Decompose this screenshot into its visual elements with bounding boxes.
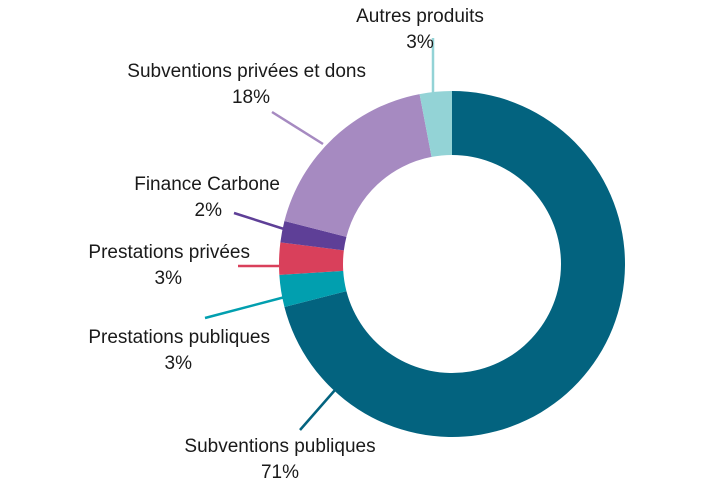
slice-label-value: 3%	[164, 353, 192, 374]
slice-label-name: Subventions privées et dons	[127, 61, 366, 82]
label-subventions-privees: Subventions privées et dons 18%	[60, 59, 366, 111]
slice-prestations-publiques	[279, 270, 347, 308]
label-finance-carbone: Finance Carbone 2%	[80, 172, 280, 224]
slice-autres-produits	[419, 91, 452, 157]
slice-finance-carbone	[280, 220, 347, 251]
slice-label-value: 3%	[406, 32, 434, 53]
leader-line	[233, 211, 285, 231]
label-autres-produits: Autres produits 3%	[330, 4, 510, 56]
leader-line	[204, 295, 286, 320]
donut-slices	[279, 91, 625, 437]
leader-line	[271, 110, 324, 146]
slice-subventions-publiques	[284, 91, 625, 437]
slice-label-name: Subventions publiques	[184, 436, 376, 457]
slice-label-value: 3%	[154, 268, 182, 289]
slice-subventions-privees-et-dons	[284, 94, 432, 237]
slice-label-value: 71%	[260, 462, 300, 483]
slice-label-name: Autres produits	[356, 6, 484, 27]
label-prestations-publiques: Prestations publiques 3%	[40, 325, 270, 377]
slice-prestations-privees	[279, 242, 344, 275]
slice-label-name: Prestations publiques	[88, 327, 270, 348]
leader-lines	[204, 38, 435, 431]
leader-line	[299, 389, 336, 431]
slice-label-value: 18%	[231, 87, 270, 108]
slice-label-name: Prestations privées	[88, 242, 250, 263]
slice-label-name: Finance Carbone	[134, 174, 280, 195]
label-prestations-privees: Prestations privées 3%	[40, 240, 250, 292]
slice-label-value: 2%	[194, 200, 222, 221]
label-subventions-publiques: Subventions publiques 71%	[165, 434, 395, 486]
